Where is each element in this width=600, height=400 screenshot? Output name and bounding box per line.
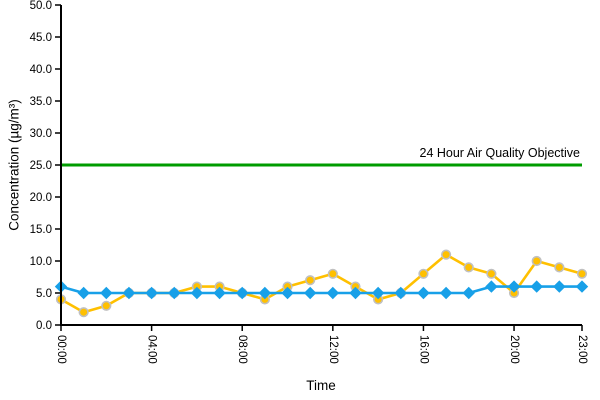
data-point-marker — [462, 286, 475, 300]
data-point-marker — [168, 286, 181, 300]
data-point-marker — [78, 307, 89, 318]
y-axis-tick-label: 50.0 — [30, 0, 52, 12]
data-point-marker — [236, 286, 249, 300]
y-axis-tick-label: 25.0 — [30, 160, 52, 172]
y-axis-tick-label: 45.0 — [30, 32, 52, 44]
data-point-marker — [417, 286, 430, 300]
data-point-marker — [326, 286, 340, 300]
data-point-marker — [77, 286, 90, 300]
y-axis-tick-label: 40.0 — [30, 64, 52, 76]
data-point-marker — [394, 286, 407, 300]
data-point-marker — [258, 286, 272, 300]
data-point-marker — [145, 286, 158, 300]
data-point-marker — [371, 286, 385, 300]
x-axis-tick-label: 20:00 — [508, 335, 520, 364]
data-point-marker — [439, 286, 453, 300]
y-axis-tick-label: 5.0 — [36, 288, 52, 300]
axes-lines — [60, 5, 582, 326]
data-point-marker — [575, 280, 589, 293]
data-point-marker — [327, 268, 338, 279]
data-point-marker — [440, 249, 452, 260]
data-point-marker — [303, 286, 317, 300]
data-point-marker — [463, 262, 474, 273]
x-axis-tick-label: 16:00 — [417, 335, 429, 364]
y-axis-tick-label: 15.0 — [30, 224, 52, 236]
data-point-marker — [576, 268, 588, 279]
y-axis-tick-label: 10.0 — [30, 256, 52, 268]
data-point-marker — [554, 262, 565, 273]
data-point-marker — [349, 286, 362, 300]
data-point-marker — [190, 286, 204, 300]
data-point-marker — [305, 275, 316, 286]
data-point-marker — [530, 280, 543, 293]
data-point-marker — [213, 286, 226, 300]
series-hourly-concentration-yellow — [55, 249, 588, 318]
x-axis-title: Time — [306, 378, 336, 393]
y-axis-title: Concentration (µg/m³) — [6, 99, 22, 231]
y-axis-tick-label: 20.0 — [30, 192, 52, 204]
series-line — [59, 285, 584, 295]
x-axis-tick-label: 12:00 — [327, 335, 339, 364]
data-point-marker — [281, 286, 294, 300]
data-point-marker — [418, 268, 429, 279]
data-point-marker — [553, 280, 566, 293]
y-axis-tick-label: 30.0 — [30, 128, 52, 140]
x-axis-tick-label: 00:00 — [55, 335, 67, 364]
data-point-marker — [486, 268, 497, 279]
data-point-marker — [507, 280, 521, 293]
series-hourly-concentration-blue — [54, 280, 589, 300]
y-axis-tick-label: 0.0 — [36, 320, 52, 332]
x-axis-tick-label: 23:00 — [576, 335, 588, 364]
data-point-marker — [100, 286, 113, 300]
x-axis-tick-label: 04:00 — [146, 335, 158, 364]
y-axis-ticks: 0.0 5.0 10.0 15.0 20.0 25.0 30.0 35.0 40.0 45.0 50… — [30, 0, 61, 332]
x-axis-ticks: 00:00 04:00 08:00 12:00 16:00 20:00 23:00 — [55, 325, 588, 364]
y-axis-tick-label: 35.0 — [30, 96, 52, 108]
data-point-marker — [101, 300, 112, 311]
objective-line-label: 24 Hour Air Quality Objective — [419, 146, 581, 160]
x-axis-tick-label: 08:00 — [236, 335, 248, 364]
data-point-marker — [122, 286, 136, 300]
series-line — [59, 253, 584, 314]
data-point-marker — [531, 255, 542, 267]
data-point-marker — [485, 280, 498, 293]
